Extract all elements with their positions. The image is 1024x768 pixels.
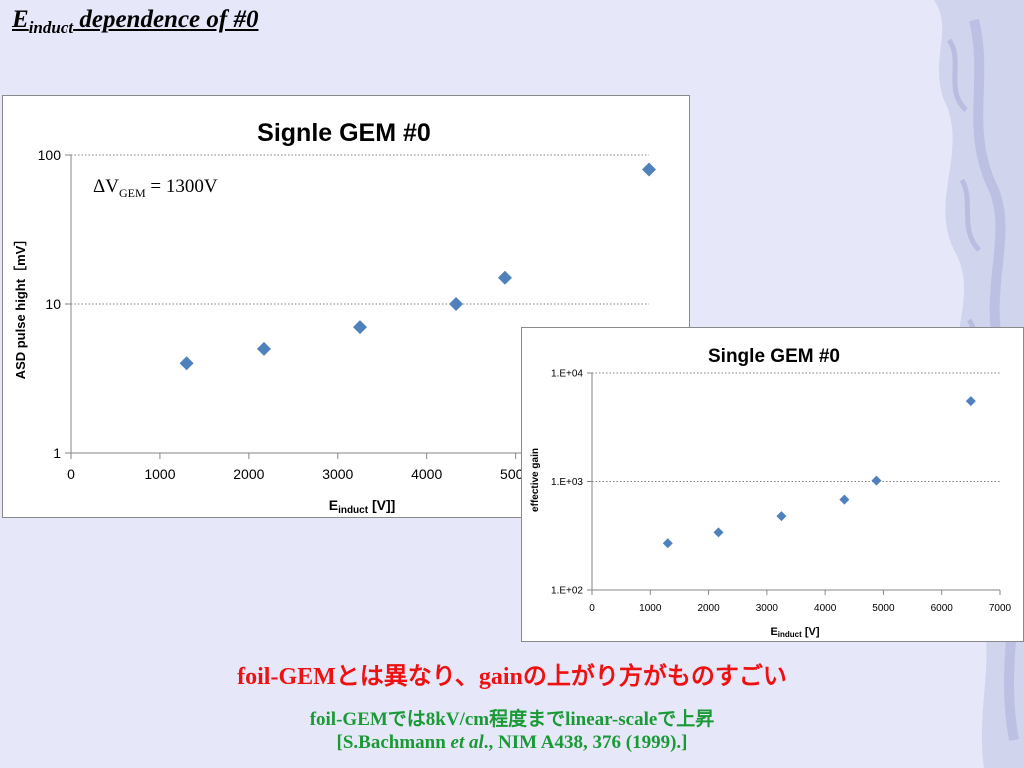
chart1-xlabel-rest: [V]]: [368, 497, 395, 513]
chart2-xtick-label: 2000: [697, 603, 720, 614]
chart2-xtick-label: 1000: [639, 603, 662, 614]
chart1-xtick-label: 4000: [411, 466, 442, 482]
annotation-delta: ΔV: [93, 176, 119, 197]
chart2-data-point: [965, 396, 976, 407]
chart1-svg: Signle GEM #0 ASD pulse hight［mV］ Einduc…: [13, 119, 656, 516]
chart-signle-gem: Signle GEM #0 ASD pulse hight［mV］ Einduc…: [2, 95, 690, 518]
chart1-xlabel: Einduct [V]]: [329, 497, 396, 516]
delta-v-annotation: ΔVGEM = 1300V: [93, 176, 218, 201]
chart1-data-point: [179, 356, 194, 371]
reference-authors: [S.Bachmann: [336, 732, 451, 753]
reference-et-al: et al: [450, 732, 484, 753]
chart1-xtick-label: 2000: [233, 466, 264, 482]
chart-single-gem: Single GEM #0 effective gain Einduct [V]…: [521, 327, 1024, 642]
chart2-title: Single GEM #0: [708, 346, 840, 367]
chart1-ytick-label: 100: [38, 147, 62, 163]
chart2-data-point: [839, 494, 850, 505]
chart2-data-point: [776, 511, 787, 522]
reference-journal: ., NIM A438, 376 (1999).]: [483, 732, 688, 753]
chart2-xtick-label: 5000: [872, 603, 895, 614]
chart2-ylabel: effective gain: [530, 448, 541, 512]
chart1-ylabel: ASD pulse hight［mV］: [13, 233, 28, 380]
caption-reference: [S.Bachmann et al., NIM A438, 376 (1999)…: [0, 732, 1024, 754]
chart2-xtick-label: 0: [589, 603, 595, 614]
chart2-ytick-label: 1.E+03: [551, 477, 583, 488]
chart1-data-point: [353, 320, 367, 335]
chart2-xtick-label: 6000: [931, 603, 954, 614]
chart1-ytick-label: 1: [53, 445, 61, 461]
chart2-xlabel-rest: [V]: [802, 626, 820, 638]
annotation-sub: GEM: [118, 185, 146, 200]
caption-linear-scale: foil-GEMでは8kV/cm程度までlinear-scaleで上昇: [309, 709, 715, 730]
chart2-ytick-label: 1.E+04: [551, 369, 583, 380]
chart2-data-point: [713, 527, 724, 538]
chart1-xtick-label: 0: [67, 466, 75, 482]
slide-title: Einduct dependence of #0: [12, 6, 258, 38]
chart2-ytick-label: 1.E+02: [551, 586, 583, 597]
chart2-data-point: [871, 475, 882, 486]
annotation-rest: = 1300V: [145, 176, 218, 197]
chart1-data-point: [256, 341, 271, 356]
chart1-xtick-label: 1000: [144, 466, 175, 482]
chart1-ytick-label: 10: [45, 296, 61, 312]
chart1-title: Signle GEM #0: [257, 119, 431, 147]
chart2-xtick-label: 3000: [756, 603, 779, 614]
title-rest: dependence of #0: [73, 6, 259, 33]
chart2-data-point: [662, 538, 673, 549]
chart1-data-point: [497, 270, 512, 285]
chart2-xlabel-sub: induct: [778, 630, 802, 639]
title-subscript: induct: [28, 18, 74, 37]
chart2-xlabel: Einduct [V]: [770, 626, 819, 639]
chart2-xtick-label: 4000: [814, 603, 837, 614]
chart1-xlabel-sub: induct: [338, 505, 369, 516]
chart2-svg: Single GEM #0 effective gain Einduct [V]…: [530, 346, 1012, 639]
chart1-data-point: [642, 162, 656, 177]
chart2-xlabel-main: E: [770, 626, 777, 638]
title-main: E: [12, 6, 29, 33]
chart1-xtick-label: 3000: [322, 466, 353, 482]
caption-gain-rise: foil-GEMとは異なり、gainの上がり方がものすごい: [237, 664, 787, 690]
chart1-data-point: [449, 297, 464, 311]
chart2-xtick-label: 7000: [989, 603, 1012, 614]
chart1-xlabel-main: E: [329, 497, 338, 513]
